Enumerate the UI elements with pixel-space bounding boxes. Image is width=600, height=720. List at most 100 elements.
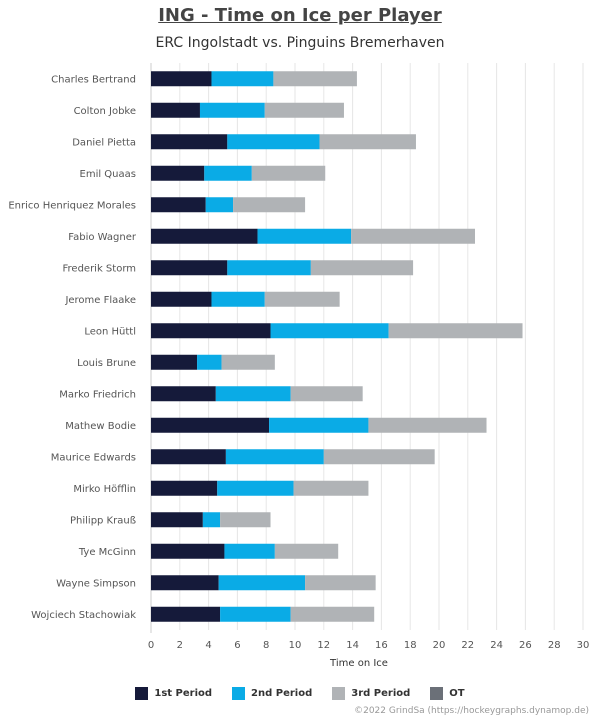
bar-segment xyxy=(202,512,221,528)
bar-segment xyxy=(205,197,234,213)
y-tick-label: Frederik Storm xyxy=(63,263,137,274)
legend-label: 3rd Period xyxy=(351,688,411,699)
bar-segment xyxy=(151,354,198,370)
y-tick-label: Mathew Bodie xyxy=(65,421,136,432)
bar-segment xyxy=(221,354,275,370)
bar-segment xyxy=(151,71,212,87)
bar-segment xyxy=(264,102,344,118)
bar-segment xyxy=(151,543,225,559)
bar-segment xyxy=(211,71,274,87)
y-tick-label: Enrico Henriquez Morales xyxy=(8,200,136,211)
bar-segment xyxy=(199,102,265,118)
y-tick-label: Charles Bertrand xyxy=(51,74,136,85)
bar-segment xyxy=(217,480,294,496)
bar-segment xyxy=(323,449,435,465)
bar-segment xyxy=(151,102,200,118)
legend-item: OT xyxy=(430,687,465,700)
y-tick-label: Tye McGinn xyxy=(78,547,136,558)
chart-legend: 1st Period 2nd Period 3rd Period OT xyxy=(0,687,600,700)
bar-segment xyxy=(151,386,216,402)
legend-label: 1st Period xyxy=(154,688,213,699)
bar-segment xyxy=(233,197,306,213)
legend-label: 2nd Period xyxy=(251,688,313,699)
x-tick-label: 2 xyxy=(177,640,183,651)
legend-item: 2nd Period xyxy=(232,687,312,700)
y-tick-label: Mirko Höfflin xyxy=(73,484,136,495)
bar-segment xyxy=(290,606,375,622)
bar-segment xyxy=(227,134,320,150)
bar-segment xyxy=(151,417,270,433)
y-tick-label: Maurice Edwards xyxy=(51,452,136,463)
y-tick-label: Marko Friedrich xyxy=(59,389,136,400)
bar-segment xyxy=(290,386,363,402)
bar-segment xyxy=(273,71,357,87)
x-tick-label: 26 xyxy=(519,640,532,651)
chart-title: ING - Time on Ice per Player xyxy=(158,5,442,26)
legend-label: OT xyxy=(449,688,465,699)
x-axis-label: Time on Ice xyxy=(329,658,388,669)
x-tick-label: 22 xyxy=(461,640,474,651)
bar-segment xyxy=(151,291,212,307)
y-tick-label: Wojciech Stachowiak xyxy=(31,610,136,621)
legend-item: 1st Period xyxy=(135,687,212,700)
x-tick-label: 16 xyxy=(375,640,388,651)
bar-segment xyxy=(151,512,203,528)
bar-segment xyxy=(264,291,340,307)
bar-segment xyxy=(151,134,228,150)
bar-segment xyxy=(151,323,271,339)
y-tick-label: Leon Hüttl xyxy=(84,326,136,337)
legend-swatch xyxy=(232,687,246,700)
chart-subtitle: ERC Ingolstadt vs. Pinguins Bremerhaven xyxy=(155,35,445,51)
x-tick-label: 24 xyxy=(490,640,503,651)
y-tick-label: Emil Quaas xyxy=(80,169,136,180)
x-tick-label: 14 xyxy=(346,640,359,651)
credit-text: ©2022 GrindSa (https://hockeygraphs.dyna… xyxy=(354,706,589,716)
bar-segment xyxy=(220,606,291,622)
bar-segment xyxy=(218,575,306,591)
y-tick-label: Fabio Wagner xyxy=(68,232,137,243)
bar-segment xyxy=(274,543,339,559)
bar-segment xyxy=(270,323,389,339)
bar-segment xyxy=(225,449,324,465)
y-tick-label: Colton Jobke xyxy=(74,106,136,117)
bar-segment xyxy=(227,260,311,276)
x-tick-label: 0 xyxy=(148,640,154,651)
bar-segment xyxy=(151,197,206,213)
x-tick-label: 10 xyxy=(289,640,302,651)
x-tick-label: 28 xyxy=(548,640,561,651)
legend-swatch xyxy=(135,687,149,700)
bar-segment xyxy=(368,417,487,433)
bar-segment xyxy=(220,512,271,528)
bar-segment xyxy=(293,480,369,496)
x-tick-label: 4 xyxy=(205,640,211,651)
bar-segment xyxy=(310,260,414,276)
bar-segment xyxy=(151,480,218,496)
bar-segment xyxy=(151,606,221,622)
bar-segment xyxy=(215,386,291,402)
bar-segment xyxy=(204,165,252,181)
bar-segment xyxy=(351,228,475,244)
legend-swatch xyxy=(430,687,444,700)
bar-segment xyxy=(151,575,219,591)
y-tick-label: Daniel Pietta xyxy=(72,137,136,148)
bar-segment xyxy=(151,228,258,244)
bar-segment xyxy=(151,165,205,181)
y-tick-label: Philipp Krauß xyxy=(70,515,136,526)
bar-segment xyxy=(211,291,265,307)
x-tick-label: 20 xyxy=(433,640,446,651)
bar-segment xyxy=(388,323,523,339)
x-tick-label: 18 xyxy=(404,640,417,651)
y-tick-label: Louis Brune xyxy=(77,358,136,369)
bar-segment xyxy=(224,543,275,559)
x-tick-label: 30 xyxy=(577,640,590,651)
x-tick-label: 12 xyxy=(317,640,330,651)
bar-segment xyxy=(151,449,226,465)
y-tick-label: Jerome Flaake xyxy=(64,295,136,306)
bar-segment xyxy=(319,134,416,150)
bar-segment xyxy=(269,417,369,433)
bar-segment xyxy=(251,165,326,181)
legend-swatch xyxy=(332,687,346,700)
bar-segment xyxy=(197,354,222,370)
x-tick-label: 6 xyxy=(234,640,240,651)
